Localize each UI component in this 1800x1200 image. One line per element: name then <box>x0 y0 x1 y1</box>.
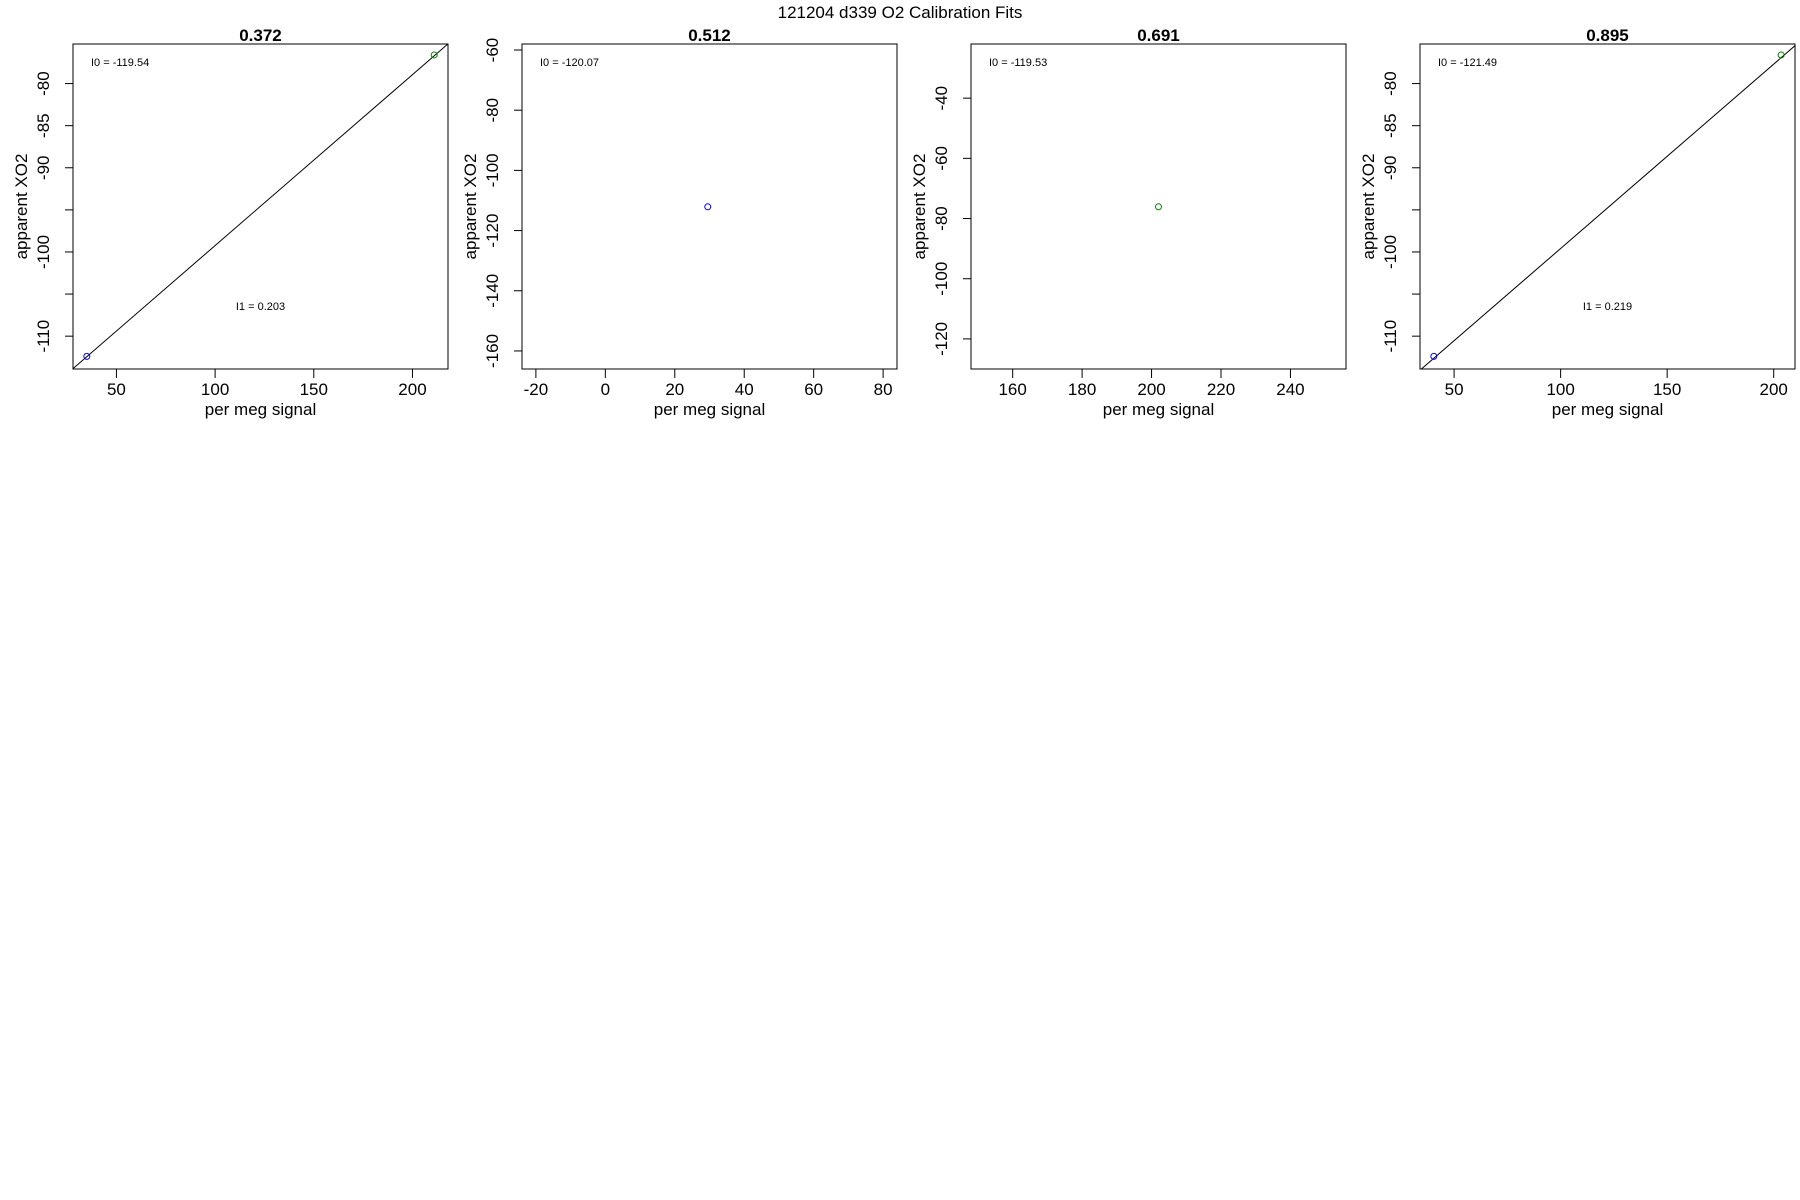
plot-frame <box>970 43 1347 370</box>
x-axis-label: per meg signal <box>1552 400 1664 419</box>
y-tick-label: -90 <box>1381 155 1400 180</box>
y-tick-label: -60 <box>483 38 502 63</box>
x-tick-label: 40 <box>735 380 754 399</box>
y-tick-label: -100 <box>483 153 502 187</box>
x-tick-label: 200 <box>1760 380 1788 399</box>
y-tick-label: -120 <box>483 214 502 248</box>
panel-2: 0.512 -20 0 20 40 60 80 per meg signal -60 -80 -10… <box>461 26 898 419</box>
y-tick-label: -80 <box>483 98 502 123</box>
x-axis-label: per meg signal <box>1103 400 1215 419</box>
x-tick-label: 80 <box>874 380 893 399</box>
y-tick-label: -100 <box>1381 235 1400 269</box>
x-tick-label: 150 <box>300 380 328 399</box>
y-tick-label: -85 <box>34 113 53 138</box>
y-axis-label: apparent XO2 <box>910 154 929 260</box>
x-axis-label: per meg signal <box>654 400 766 419</box>
data-point <box>83 352 91 360</box>
panel-title: 0.895 <box>1586 26 1629 45</box>
fit-annotation: I0 = -119.54 <box>91 57 149 69</box>
panel-title: 0.512 <box>688 26 731 45</box>
fit-line <box>73 44 448 369</box>
figure-title: 121204 d339 O2 Calibration Fits <box>778 3 1023 22</box>
x-tick-label: 220 <box>1207 380 1235 399</box>
plot-frame <box>1419 43 1796 370</box>
data-point <box>1430 352 1438 360</box>
y-tick-label: -80 <box>932 206 951 231</box>
x-tick-label: 60 <box>804 380 823 399</box>
y-tick-label: -110 <box>34 320 53 353</box>
y-tick-label: -110 <box>1381 320 1400 353</box>
fit-line <box>1420 45 1795 369</box>
x-tick-label: 160 <box>998 380 1026 399</box>
fit-annotation: I1 = 0.219 <box>1583 301 1632 313</box>
x-tick-label: 100 <box>1546 380 1574 399</box>
panel-4: 0.895 50 100 150 200 per meg signal -80 -85 -90 -… <box>1359 26 1796 419</box>
y-axis-label: apparent XO2 <box>461 154 480 260</box>
y-tick-label: -60 <box>932 146 951 171</box>
y-tick-label: -140 <box>483 274 502 308</box>
y-tick-label: -85 <box>1381 113 1400 138</box>
y-tick-label: -160 <box>483 334 502 368</box>
y-axis-label: apparent XO2 <box>1359 154 1378 260</box>
x-tick-label: 50 <box>107 380 126 399</box>
data-point <box>1155 203 1162 211</box>
fit-annotation: I0 = -119.53 <box>989 57 1047 69</box>
x-tick-label: 50 <box>1445 380 1464 399</box>
x-tick-label: 150 <box>1653 380 1681 399</box>
data-point <box>430 51 438 59</box>
y-tick-label: -80 <box>1381 71 1400 96</box>
x-tick-label: 100 <box>201 380 229 399</box>
y-axis-label: apparent XO2 <box>12 154 31 260</box>
x-tick-label: 200 <box>398 380 426 399</box>
y-tick-label: -40 <box>932 86 951 111</box>
x-tick-label: 0 <box>601 380 610 399</box>
x-tick-label: 20 <box>665 380 684 399</box>
panel-title: 0.691 <box>1137 26 1180 45</box>
data-point <box>1777 51 1785 59</box>
y-tick-label: -100 <box>932 262 951 296</box>
x-tick-label: -20 <box>524 380 549 399</box>
panel-title: 0.372 <box>239 26 282 45</box>
y-tick-label: -90 <box>34 155 53 180</box>
x-tick-label: 200 <box>1137 380 1165 399</box>
panel-3: 0.691 160 180 200 220 240 per meg signal -40 -60… <box>910 26 1347 419</box>
plot-frame <box>521 43 898 370</box>
y-tick-label: -80 <box>34 71 53 96</box>
fit-annotation: I0 = -120.07 <box>540 57 599 69</box>
x-tick-label: 180 <box>1068 380 1096 399</box>
panel-1: 0.372 50 100 150 200 per meg signal -80 -85 -90 -… <box>12 26 449 419</box>
y-tick-label: -120 <box>932 322 951 356</box>
fit-annotation: I1 = 0.203 <box>236 301 285 313</box>
data-point <box>704 203 712 211</box>
y-tick-label: -100 <box>34 235 53 269</box>
x-axis-label: per meg signal <box>205 400 317 419</box>
x-tick-label: 240 <box>1276 380 1304 399</box>
fit-annotation: I0 = -121.49 <box>1438 57 1497 69</box>
